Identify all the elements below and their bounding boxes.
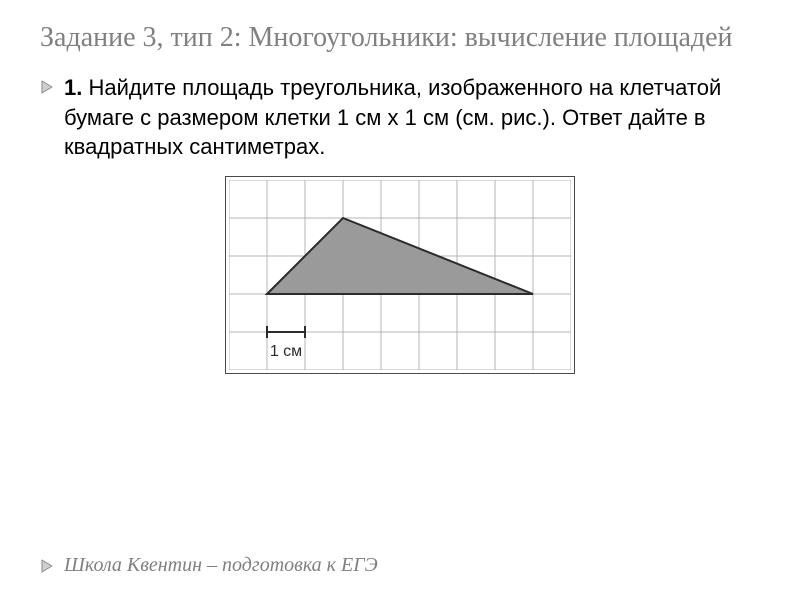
problem-row: 1. Найдите площадь треугольника, изображ… <box>40 73 760 162</box>
footer-text: Школа Квентин – подготовка к ЕГЭ <box>64 554 378 577</box>
footer: Школа Квентин – подготовка к ЕГЭ <box>40 552 378 578</box>
problem-text: 1. Найдите площадь треугольника, изображ… <box>64 73 760 162</box>
diagram-container: 1 см <box>40 176 760 374</box>
problem-number: 1. <box>64 75 82 100</box>
diagram-frame: 1 см <box>225 176 575 374</box>
bullet-icon <box>40 80 54 99</box>
page-title: Задание 3, тип 2: Многоугольники: вычисл… <box>40 20 760 55</box>
svg-text:1 см: 1 см <box>270 343 302 360</box>
problem-body: Найдите площадь треугольника, изображенн… <box>64 75 721 159</box>
bullet-icon <box>40 559 54 578</box>
grid-diagram: 1 см <box>229 180 571 370</box>
